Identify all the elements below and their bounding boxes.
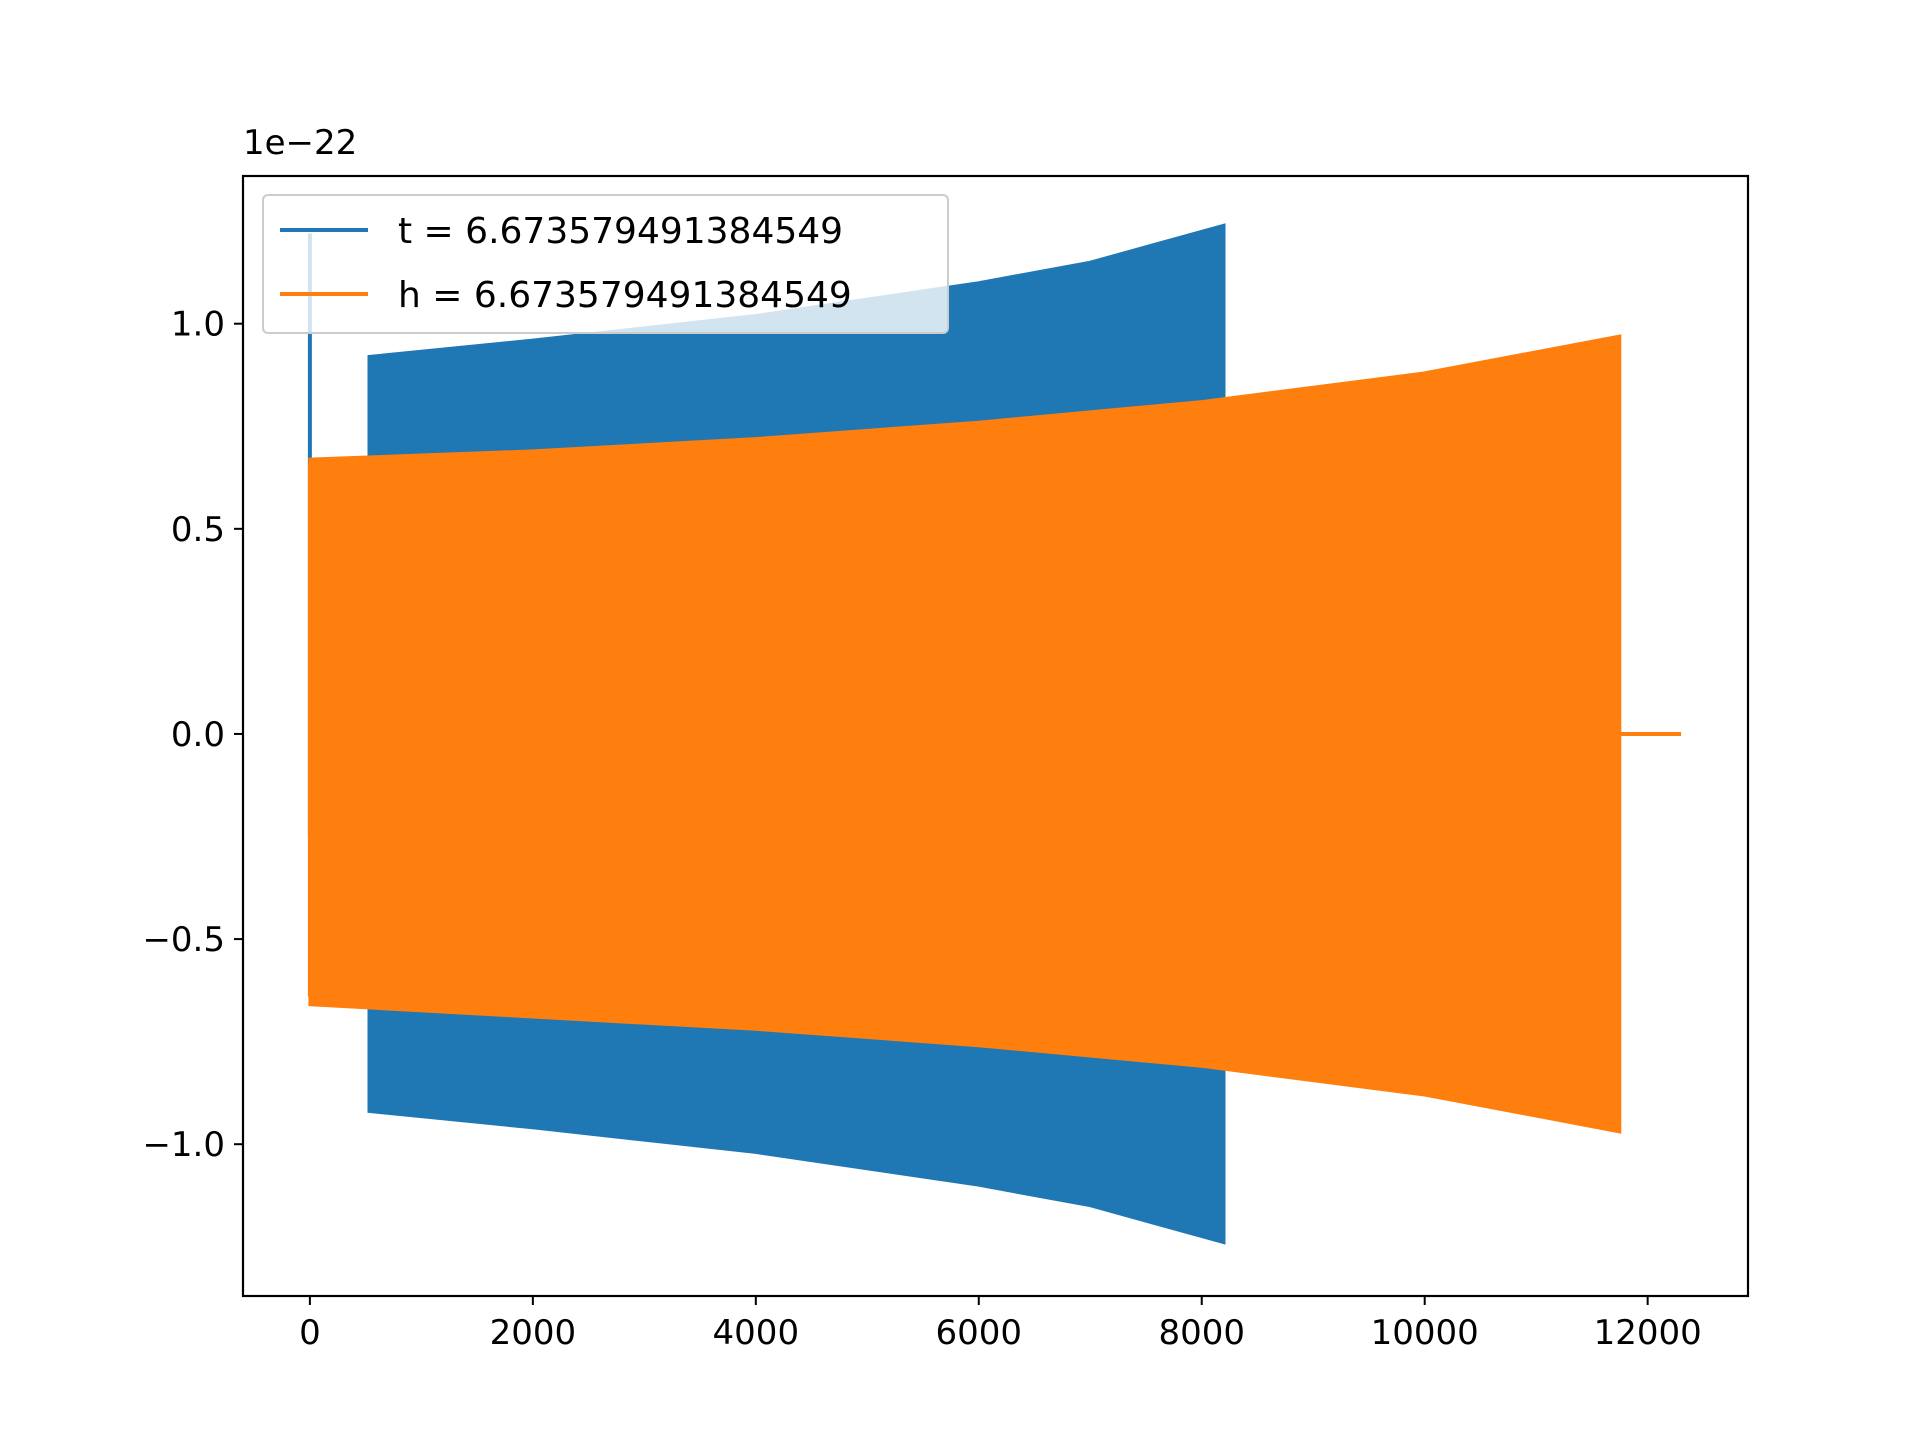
- x-tick-label: 0: [299, 1313, 321, 1353]
- x-tick-label: 12000: [1594, 1313, 1702, 1353]
- axes-frame: [241, 174, 1750, 1298]
- y-axis: 1.0 0.5 0.0 −0.5 −1.0: [142, 305, 243, 1165]
- legend-label-t: t = 6.673579491384549: [398, 211, 843, 252]
- legend: t = 6.673579491384549 h = 6.673579491384…: [262, 194, 949, 334]
- y-offset-label: 1e−22: [243, 123, 357, 163]
- y-tick-label: 0.5: [171, 510, 225, 550]
- x-tick-label: 8000: [1158, 1313, 1245, 1353]
- y-tick-label: 1.0: [171, 305, 225, 345]
- x-axis: 0 2000 4000 6000 8000 10000 12000: [299, 1296, 1702, 1353]
- x-tick-label: 10000: [1371, 1313, 1479, 1353]
- series-h: [307, 334, 1682, 1134]
- x-tick-label: 2000: [490, 1313, 577, 1353]
- y-tick-label: 0.0: [171, 715, 225, 755]
- y-tick-label: −0.5: [142, 920, 225, 960]
- legend-label-h: h = 6.673579491384549: [398, 275, 852, 316]
- series-band-h: [308, 334, 1622, 1134]
- series-layer: [307, 223, 1682, 1245]
- x-tick-label: 4000: [713, 1313, 800, 1353]
- x-tick-label: 6000: [936, 1313, 1023, 1353]
- legend-box: [262, 194, 949, 334]
- y-tick-label: −1.0: [142, 1125, 225, 1165]
